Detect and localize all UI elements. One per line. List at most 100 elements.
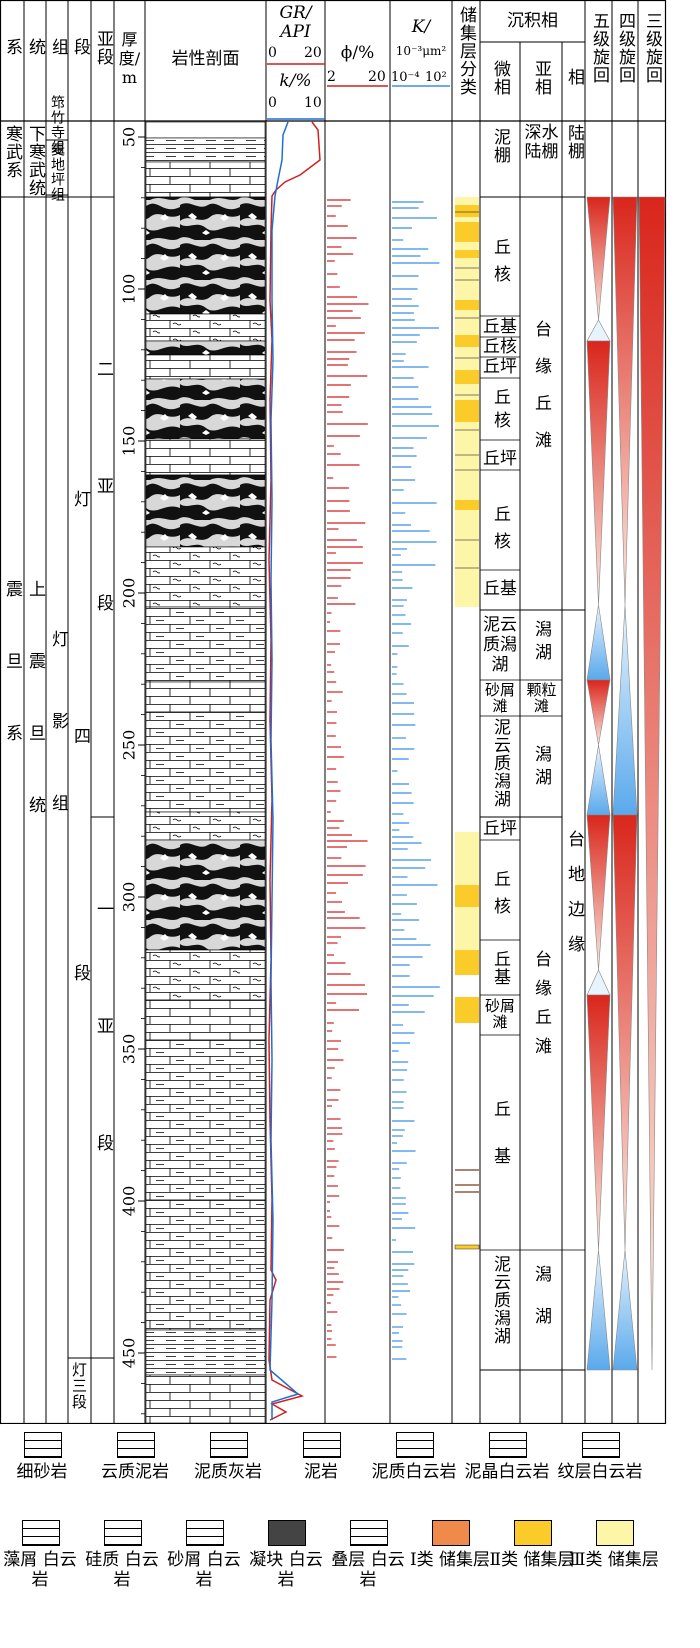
algal-debris-dolomite-icon bbox=[22, 1520, 60, 1546]
depth-tick-label: 400 bbox=[120, 1186, 139, 1217]
micro-mound-flat-1: 丘坪 bbox=[483, 357, 517, 377]
micro-mound-base-3: 丘基 bbox=[490, 950, 510, 986]
header-cycle4: 四级旋回 bbox=[615, 12, 635, 84]
header-cycle5: 五级旋回 bbox=[589, 12, 609, 84]
header-cycle3: 三级旋回 bbox=[642, 12, 662, 84]
legend-label: 纹层白云岩 bbox=[557, 1462, 643, 1482]
zhuzhusi-formation: 筇竹寺组 bbox=[49, 95, 65, 155]
class-ii-reservoir-icon bbox=[514, 1520, 552, 1546]
legend-label: 藻屑 白云岩 bbox=[3, 1550, 77, 1590]
legend-label: 泥岩 bbox=[304, 1462, 338, 1482]
unit-boundaries bbox=[0, 139, 585, 1371]
deng3-member: 灯三段 bbox=[70, 1362, 88, 1410]
micro-mound-core-4: 丘核 bbox=[490, 505, 510, 559]
maidiping-formation: 麦地坪组 bbox=[49, 142, 65, 202]
header-series: 统 bbox=[25, 38, 45, 56]
sub-lagoon-2: 潟湖 bbox=[531, 745, 551, 791]
depth-tick-label: 150 bbox=[120, 426, 139, 457]
argillaceous-dolomite-icon bbox=[396, 1432, 434, 1458]
class-i-reservoir-icon bbox=[432, 1520, 470, 1546]
siliceous-dolomite-icon bbox=[104, 1520, 142, 1546]
micro-muddy-lagoon-2: 泥云质潟湖 bbox=[490, 718, 510, 808]
thrombolite-dolomite-icon bbox=[268, 1520, 306, 1546]
sub-grain-shoal: 颗粒滩 bbox=[526, 681, 557, 715]
class-iii-reservoir-icon bbox=[596, 1520, 634, 1546]
micro-debris-shoal-1: 砂屑滩 bbox=[484, 681, 515, 715]
depth-tick-label: 350 bbox=[120, 1034, 139, 1065]
reservoir-classification bbox=[454, 197, 480, 1250]
perm-tick-min: 10⁻⁴ bbox=[391, 70, 420, 85]
legend-label: Ⅰ类 储集层 bbox=[409, 1550, 491, 1570]
header-system: 系 bbox=[2, 38, 22, 56]
dengying-formation: 灯影组 bbox=[48, 630, 68, 876]
depth-axis: 50100150200250300350400450480 bbox=[120, 127, 145, 1459]
sub-lagoon-1: 潟湖 bbox=[531, 620, 551, 666]
depth-tick-label: 250 bbox=[120, 730, 139, 761]
micro-mound-base-4: 丘基 bbox=[490, 1100, 510, 1194]
micro-muddy-lagoon-1: 泥云质潟湖 bbox=[483, 615, 517, 675]
submember-2: 二亚段 bbox=[93, 360, 113, 711]
gr-k-log bbox=[267, 63, 325, 1421]
legend-label: 泥质白云岩 bbox=[371, 1462, 457, 1482]
lower-cambrian-series: 下寒武统 bbox=[25, 125, 45, 197]
sinian-system: 震旦系 bbox=[2, 580, 22, 796]
header-lithology: 岩性剖面 bbox=[171, 49, 240, 69]
legend-label: 硅质 白云岩 bbox=[85, 1550, 159, 1590]
header-thickness: 厚度/ m bbox=[118, 30, 141, 87]
upper-sinian-series: 上震旦统 bbox=[25, 580, 45, 868]
lithology-column bbox=[145, 121, 266, 1424]
fine-sandstone-icon bbox=[24, 1432, 62, 1458]
depth-tick-label: 200 bbox=[120, 578, 139, 609]
micritic-dolomite-icon bbox=[489, 1432, 527, 1458]
cambrian-system: 寒武系 bbox=[2, 125, 22, 179]
header-perm-unit: 10⁻³μm² bbox=[395, 44, 447, 58]
phi-tick-min: 2 bbox=[327, 69, 336, 85]
depth-tick-label: 450 bbox=[120, 1338, 139, 1369]
gr-tick-max: 20 bbox=[304, 45, 322, 61]
micro-debris-shoal-2: 砂屑滩 bbox=[484, 997, 515, 1031]
legend-label: 砂屑 白云岩 bbox=[167, 1550, 241, 1590]
header-member: 段 bbox=[70, 38, 90, 56]
porosity-bars bbox=[327, 85, 388, 1358]
mudstone-icon bbox=[303, 1432, 341, 1458]
legend-label: 泥质灰岩 bbox=[194, 1462, 262, 1482]
header-facies: 沉积相 bbox=[507, 11, 558, 31]
sub-margin-mound-2: 台缘丘滩 bbox=[531, 950, 551, 1066]
legend-label: Ⅲ类 储集层 bbox=[569, 1550, 659, 1570]
dolomitic-mudstone-icon bbox=[117, 1432, 155, 1458]
phi-tick-max: 20 bbox=[368, 69, 386, 85]
header-k-label: k/% bbox=[279, 71, 312, 91]
legend-label: 云质泥岩 bbox=[101, 1462, 169, 1482]
micro-muddy-lagoon-3: 泥云质潟湖 bbox=[490, 1255, 510, 1345]
micro-mound-core-1: 丘核 bbox=[490, 238, 510, 292]
deng4-member: 灯四段 bbox=[70, 490, 90, 1201]
header-phi-label: ϕ/% bbox=[340, 43, 375, 63]
micro-mound-base-1: 丘基 bbox=[483, 317, 517, 337]
micro-mound-flat-3: 丘坪 bbox=[483, 819, 517, 839]
permeability-bars bbox=[392, 85, 450, 1360]
legend-label: 泥晶白云岩 bbox=[464, 1462, 550, 1482]
facies-shelf: 陆棚 bbox=[564, 124, 584, 160]
cycles bbox=[586, 196, 666, 1371]
sub-lagoon-3: 潟湖 bbox=[531, 1265, 551, 1349]
micro-mud-shelf: 泥棚 bbox=[490, 128, 510, 164]
micro-mound-core-3: 丘核 bbox=[490, 388, 510, 434]
micro-mound-core-5: 丘核 bbox=[490, 870, 510, 924]
laminated-dolomite-icon bbox=[582, 1432, 620, 1458]
legend-label: 凝块 白云岩 bbox=[249, 1550, 323, 1590]
gr-curve bbox=[268, 121, 321, 1421]
k-tick-min: 0 bbox=[268, 95, 277, 111]
depth-tick-label: 300 bbox=[120, 882, 139, 913]
k-tick-max: 10 bbox=[304, 95, 322, 111]
column-separators bbox=[23, 0, 639, 1424]
header-reservoir: 储集层分类 bbox=[456, 6, 476, 96]
sub-margin-mound-1: 台缘丘滩 bbox=[531, 320, 551, 468]
micro-mound-core-2: 丘核 bbox=[483, 337, 517, 357]
sand-debris-dolomite-icon bbox=[186, 1520, 224, 1546]
legend-label: 细砂岩 bbox=[16, 1462, 68, 1482]
header-perm-label: K/ bbox=[411, 17, 431, 37]
header-formation: 组 bbox=[48, 38, 68, 56]
micro-facies-boundaries bbox=[480, 315, 585, 1251]
k-curve bbox=[269, 121, 300, 1420]
